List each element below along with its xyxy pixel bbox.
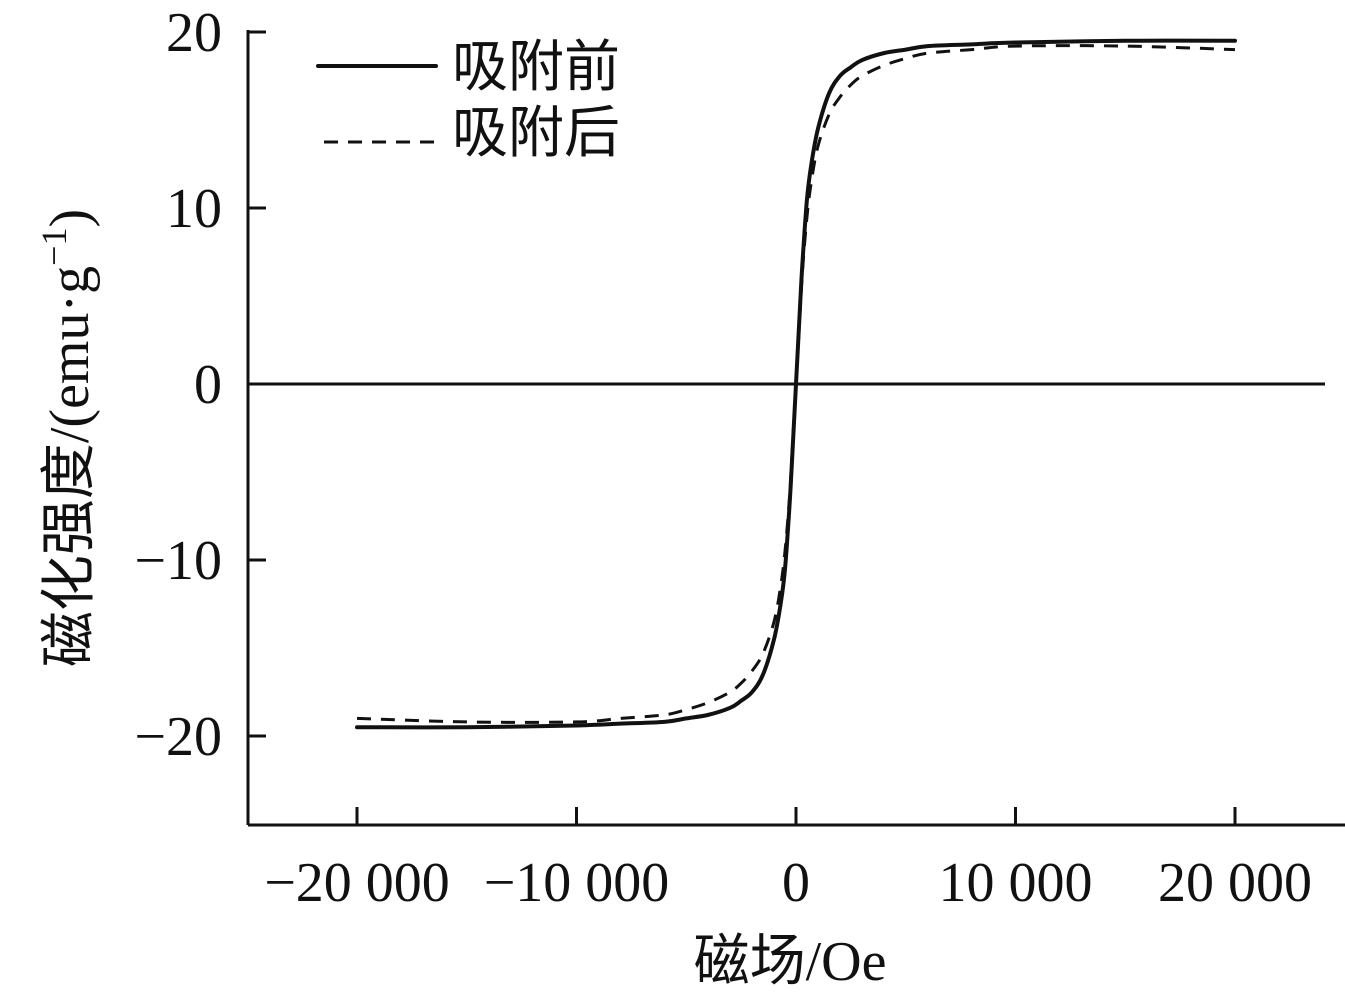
series-line-after-adsorption bbox=[356, 44, 1236, 724]
y-axis-title-close: ) bbox=[39, 209, 101, 228]
y-axis-title-superscript: −1 bbox=[34, 228, 74, 266]
legend: 吸附前 吸附后 bbox=[316, 37, 620, 165]
x-tick-label: 20 000 bbox=[1158, 852, 1312, 914]
x-axis-title: 磁场/Oe bbox=[694, 931, 887, 993]
y-axis-title-main: 磁化强度/(emu·g bbox=[39, 266, 101, 667]
y-tick-label: 20 bbox=[166, 2, 222, 64]
axes bbox=[246, 30, 1345, 827]
x-tick-label: −20 000 bbox=[264, 852, 450, 914]
x-tick-label: −10 000 bbox=[484, 852, 670, 914]
y-tick-label: −10 bbox=[134, 530, 222, 592]
y-axis-title: 磁化强度/(emu·g−1) bbox=[34, 209, 101, 667]
x-tick-label: 0 bbox=[782, 852, 810, 914]
x-tick-label: 10 000 bbox=[939, 852, 1093, 914]
y-tick-label: 0 bbox=[194, 354, 222, 416]
series bbox=[355, 38, 1237, 730]
legend-label-after: 吸附后 bbox=[452, 103, 620, 165]
y-ticks: −20 −10 0 10 20 bbox=[134, 2, 266, 768]
y-tick-label: 10 bbox=[166, 178, 222, 240]
y-tick-label: −20 bbox=[134, 706, 222, 768]
legend-label-before: 吸附前 bbox=[452, 37, 620, 99]
x-ticks: −20 000 −10 000 0 10 000 20 000 bbox=[264, 807, 1312, 914]
